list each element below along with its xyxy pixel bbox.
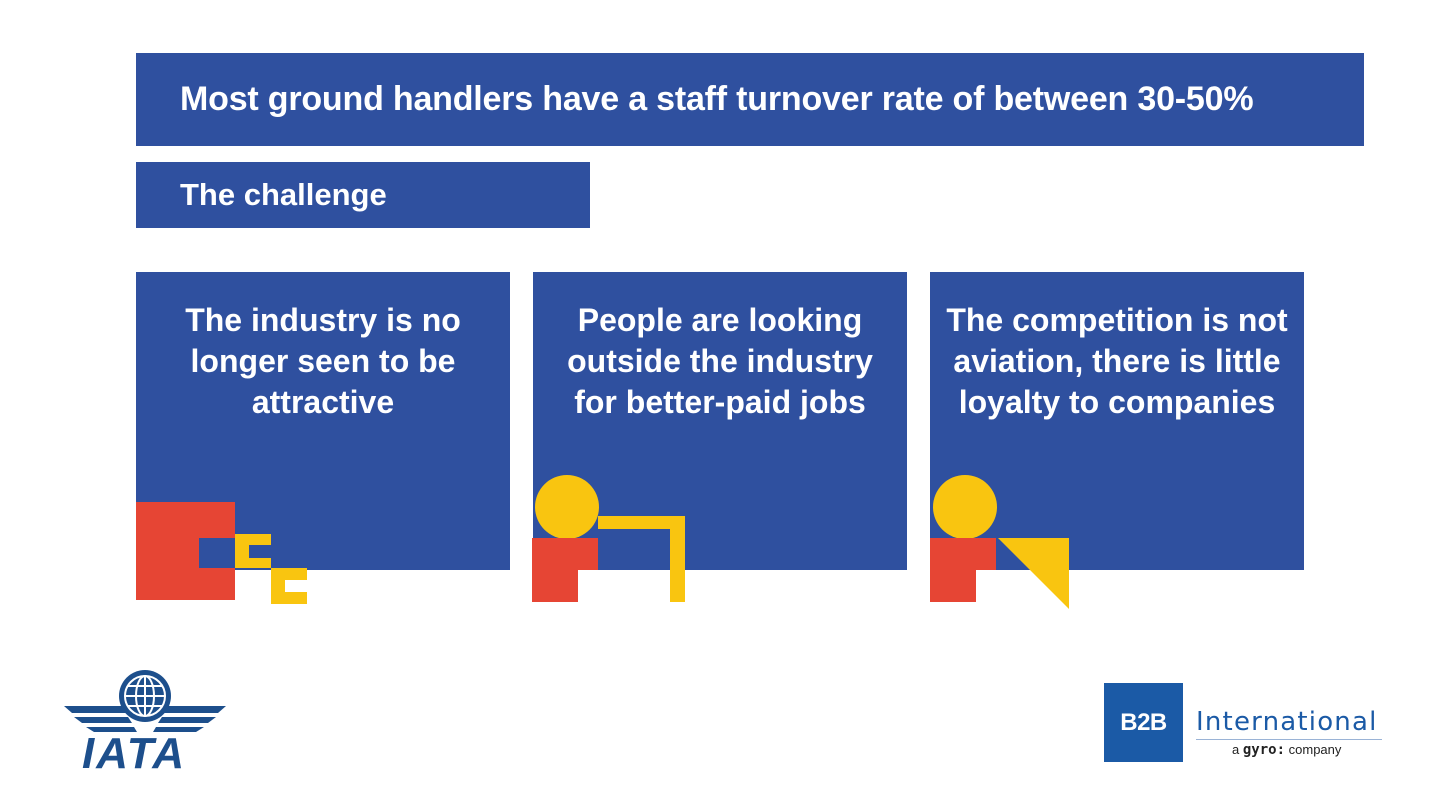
subheading-text: The challenge: [180, 177, 387, 212]
card-3-text: The competition is not aviation, there i…: [946, 302, 1288, 420]
b2b-tag-post: company: [1288, 742, 1342, 757]
b2b-logo-name: International: [1196, 707, 1378, 737]
subheading-banner: The challenge: [136, 162, 590, 228]
card-1-text: The industry is no longer seen to be att…: [185, 302, 461, 420]
iata-wordmark: IATA: [82, 729, 187, 778]
b2b-tagline: a gyro: company: [1232, 742, 1341, 758]
blocks-icon: [136, 502, 307, 604]
b2b-tag-pre: a: [1232, 742, 1240, 757]
headline-text: Most ground handlers have a staff turnov…: [180, 80, 1254, 118]
person-triangle-icon: [930, 475, 1069, 609]
b2b-tag-brand: gyro:: [1242, 742, 1286, 758]
person-at-desk-icon: [532, 475, 685, 602]
b2b-logo-box: B2B: [1104, 683, 1183, 762]
card-2-text: People are looking outside the industry …: [567, 302, 873, 420]
headline-banner: Most ground handlers have a staff turnov…: [136, 53, 1364, 146]
globe-wings-icon: [64, 670, 226, 732]
b2b-divider: [1196, 739, 1382, 740]
